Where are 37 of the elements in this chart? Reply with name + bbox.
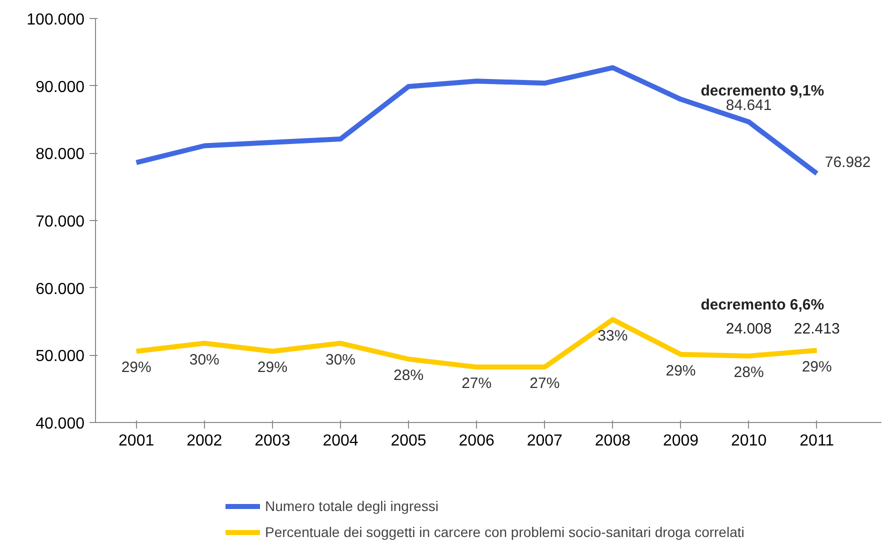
data-label: 27% — [530, 375, 560, 392]
annotation: 24.008 — [726, 320, 772, 338]
y-tick-label: 60.000 — [36, 280, 85, 298]
x-tick-label: 2008 — [594, 432, 631, 450]
x-tick-label: 2006 — [458, 432, 494, 450]
x-tick-label: 2004 — [322, 432, 358, 450]
x-tick-label: 2002 — [186, 432, 222, 450]
data-label: 28% — [734, 364, 764, 381]
legend-label: Numero totale degli ingressi — [265, 498, 439, 514]
y-tick-label: 50.000 — [36, 348, 85, 366]
data-label: 84.641 — [726, 96, 772, 114]
data-label: 29% — [802, 358, 832, 376]
data-label: 76.982 — [824, 154, 871, 171]
annotation: decremento 6,6% — [700, 296, 824, 314]
y-tick-label: 80.000 — [36, 146, 85, 164]
x-tick-label: 2011 — [800, 432, 834, 450]
y-tick-label: 100.000 — [26, 12, 85, 28]
y-tick-label: 40.000 — [36, 416, 85, 432]
x-tick-label: 2009 — [662, 432, 699, 450]
x-tick-label: 2010 — [731, 432, 767, 450]
data-label: 29% — [121, 359, 152, 376]
data-label: 28% — [394, 367, 424, 384]
y-tick-label: 70.000 — [36, 214, 85, 230]
x-tick-label: 2001 — [118, 432, 154, 450]
data-label: 29% — [257, 359, 288, 376]
y-tick-label: 90.000 — [36, 78, 85, 96]
data-label: 33% — [598, 328, 628, 345]
x-tick-label: 2005 — [390, 432, 426, 450]
x-tick-label: 2007 — [526, 432, 563, 450]
data-label: 27% — [462, 375, 492, 392]
annotation: 22.413 — [794, 320, 840, 338]
x-tick-label: 2003 — [254, 432, 290, 450]
data-label: 29% — [666, 362, 696, 380]
data-label: 30% — [189, 351, 220, 368]
annotation: decremento 9,1% — [700, 82, 824, 100]
data-label: 30% — [325, 351, 356, 368]
legend-label: Percentuale dei soggetti in carcere con problemi socio-sanitari droga correlati — [265, 524, 744, 540]
